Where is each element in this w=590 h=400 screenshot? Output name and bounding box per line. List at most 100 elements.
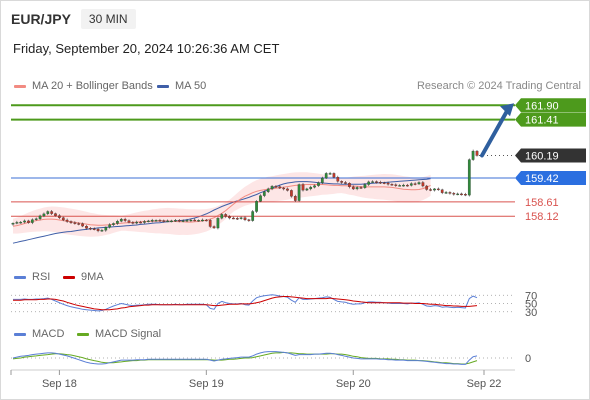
candle-body <box>452 193 456 195</box>
candle-body <box>88 228 92 230</box>
candle-body <box>228 216 231 219</box>
candle-body <box>170 220 173 223</box>
candle-body <box>131 222 135 224</box>
candle-body <box>270 186 274 190</box>
candle-body <box>185 220 189 222</box>
candle-body <box>251 211 255 221</box>
candle-body <box>216 218 220 229</box>
rsi-tick-label: 50 <box>525 299 537 311</box>
macd-label: MACD <box>32 328 65 340</box>
candle-body <box>119 218 123 222</box>
candle-body <box>378 182 382 184</box>
x-tick-label: Sep 22 <box>467 378 502 390</box>
candle-body <box>193 219 197 222</box>
candle-body <box>181 220 185 222</box>
ma20-swatch <box>14 84 26 88</box>
candle-body <box>274 186 278 188</box>
candle-body <box>297 184 301 201</box>
legend-ma20: MA 20 + Bollinger Bands <box>14 80 153 92</box>
candle-body <box>375 181 378 183</box>
candle-body <box>456 193 460 196</box>
timeframe-badge[interactable]: 30 MIN <box>80 9 136 29</box>
candle-body <box>305 188 309 191</box>
candle-body <box>146 220 150 223</box>
candle-body <box>46 211 50 214</box>
resistance-price-label: 161.90 <box>525 100 559 112</box>
candle-body <box>162 220 166 222</box>
forecast-arrow-shaft <box>480 107 510 158</box>
candle-body <box>197 220 200 222</box>
candle-body <box>127 220 131 223</box>
support-price-label: 158.12 <box>525 211 559 223</box>
support-price-label: 158.61 <box>525 197 559 209</box>
candle-body <box>104 227 108 231</box>
candle-body <box>467 159 471 196</box>
legend-macd: MACD <box>14 328 64 340</box>
resistance-price-tag <box>515 112 586 127</box>
candle-body <box>100 230 104 232</box>
candle-body <box>11 223 15 225</box>
rsi-ma-swatch <box>63 275 75 279</box>
candle-body <box>344 182 347 184</box>
candle-body <box>208 220 212 227</box>
candle-body <box>73 222 77 224</box>
candle-body <box>440 189 444 193</box>
rsi-tick-label: 70 <box>525 290 537 302</box>
candle-body <box>15 222 19 224</box>
candle-body <box>355 187 359 190</box>
candle-body <box>324 173 328 179</box>
candle-body <box>201 219 204 222</box>
candle-body <box>367 181 371 185</box>
candle-body <box>336 177 340 182</box>
candle-body <box>174 220 177 222</box>
candle-body <box>386 182 390 185</box>
candle-body <box>421 182 425 187</box>
rsi-line <box>13 294 478 312</box>
candle-body <box>30 219 34 223</box>
candle-body <box>61 217 65 221</box>
candle-body <box>413 183 417 185</box>
candle-body <box>278 186 282 189</box>
candle-body <box>460 193 463 196</box>
candle-body <box>65 219 69 222</box>
candle-body <box>239 217 243 219</box>
candle-body <box>108 224 112 228</box>
rsi-label: RSI <box>32 271 51 283</box>
candle-body <box>429 189 432 191</box>
candle-body <box>69 221 73 223</box>
candle-body <box>232 217 235 220</box>
candle-body <box>266 188 270 192</box>
candle-body <box>313 185 316 188</box>
candle-body <box>77 223 81 225</box>
resistance-price-label: 161.41 <box>525 115 559 127</box>
candle-body <box>139 221 142 224</box>
candle-body <box>382 182 386 184</box>
candle-body <box>328 173 332 175</box>
candle-body <box>309 186 313 190</box>
chart-header: EUR/JPY 30 MIN <box>11 9 136 29</box>
candle-body <box>150 220 154 222</box>
candle-body <box>154 220 158 222</box>
chart-datetime: Friday, September 20, 2024 10:26:36 AM C… <box>13 41 280 56</box>
candle-body <box>475 150 479 156</box>
legend-rsi: RSI <box>14 271 50 283</box>
macd-swatch <box>14 332 26 336</box>
candle-body <box>224 214 228 217</box>
candle-body <box>92 228 96 230</box>
candle-body <box>166 220 170 223</box>
candle-body <box>444 192 448 194</box>
legend-ma50: MA 50 <box>157 80 206 92</box>
currency-pair: EUR/JPY <box>11 11 71 27</box>
candle-body <box>398 185 402 187</box>
candle-body <box>332 173 336 178</box>
candle-body <box>58 215 61 218</box>
candle-body <box>406 184 409 187</box>
candle-body <box>19 221 23 224</box>
candle-body <box>417 182 421 185</box>
pivot-price-label: 159.42 <box>525 173 559 185</box>
forecast-arrow-head <box>500 103 514 117</box>
candle-body <box>158 220 162 222</box>
candle-body <box>390 184 394 186</box>
candle-body <box>112 223 115 225</box>
